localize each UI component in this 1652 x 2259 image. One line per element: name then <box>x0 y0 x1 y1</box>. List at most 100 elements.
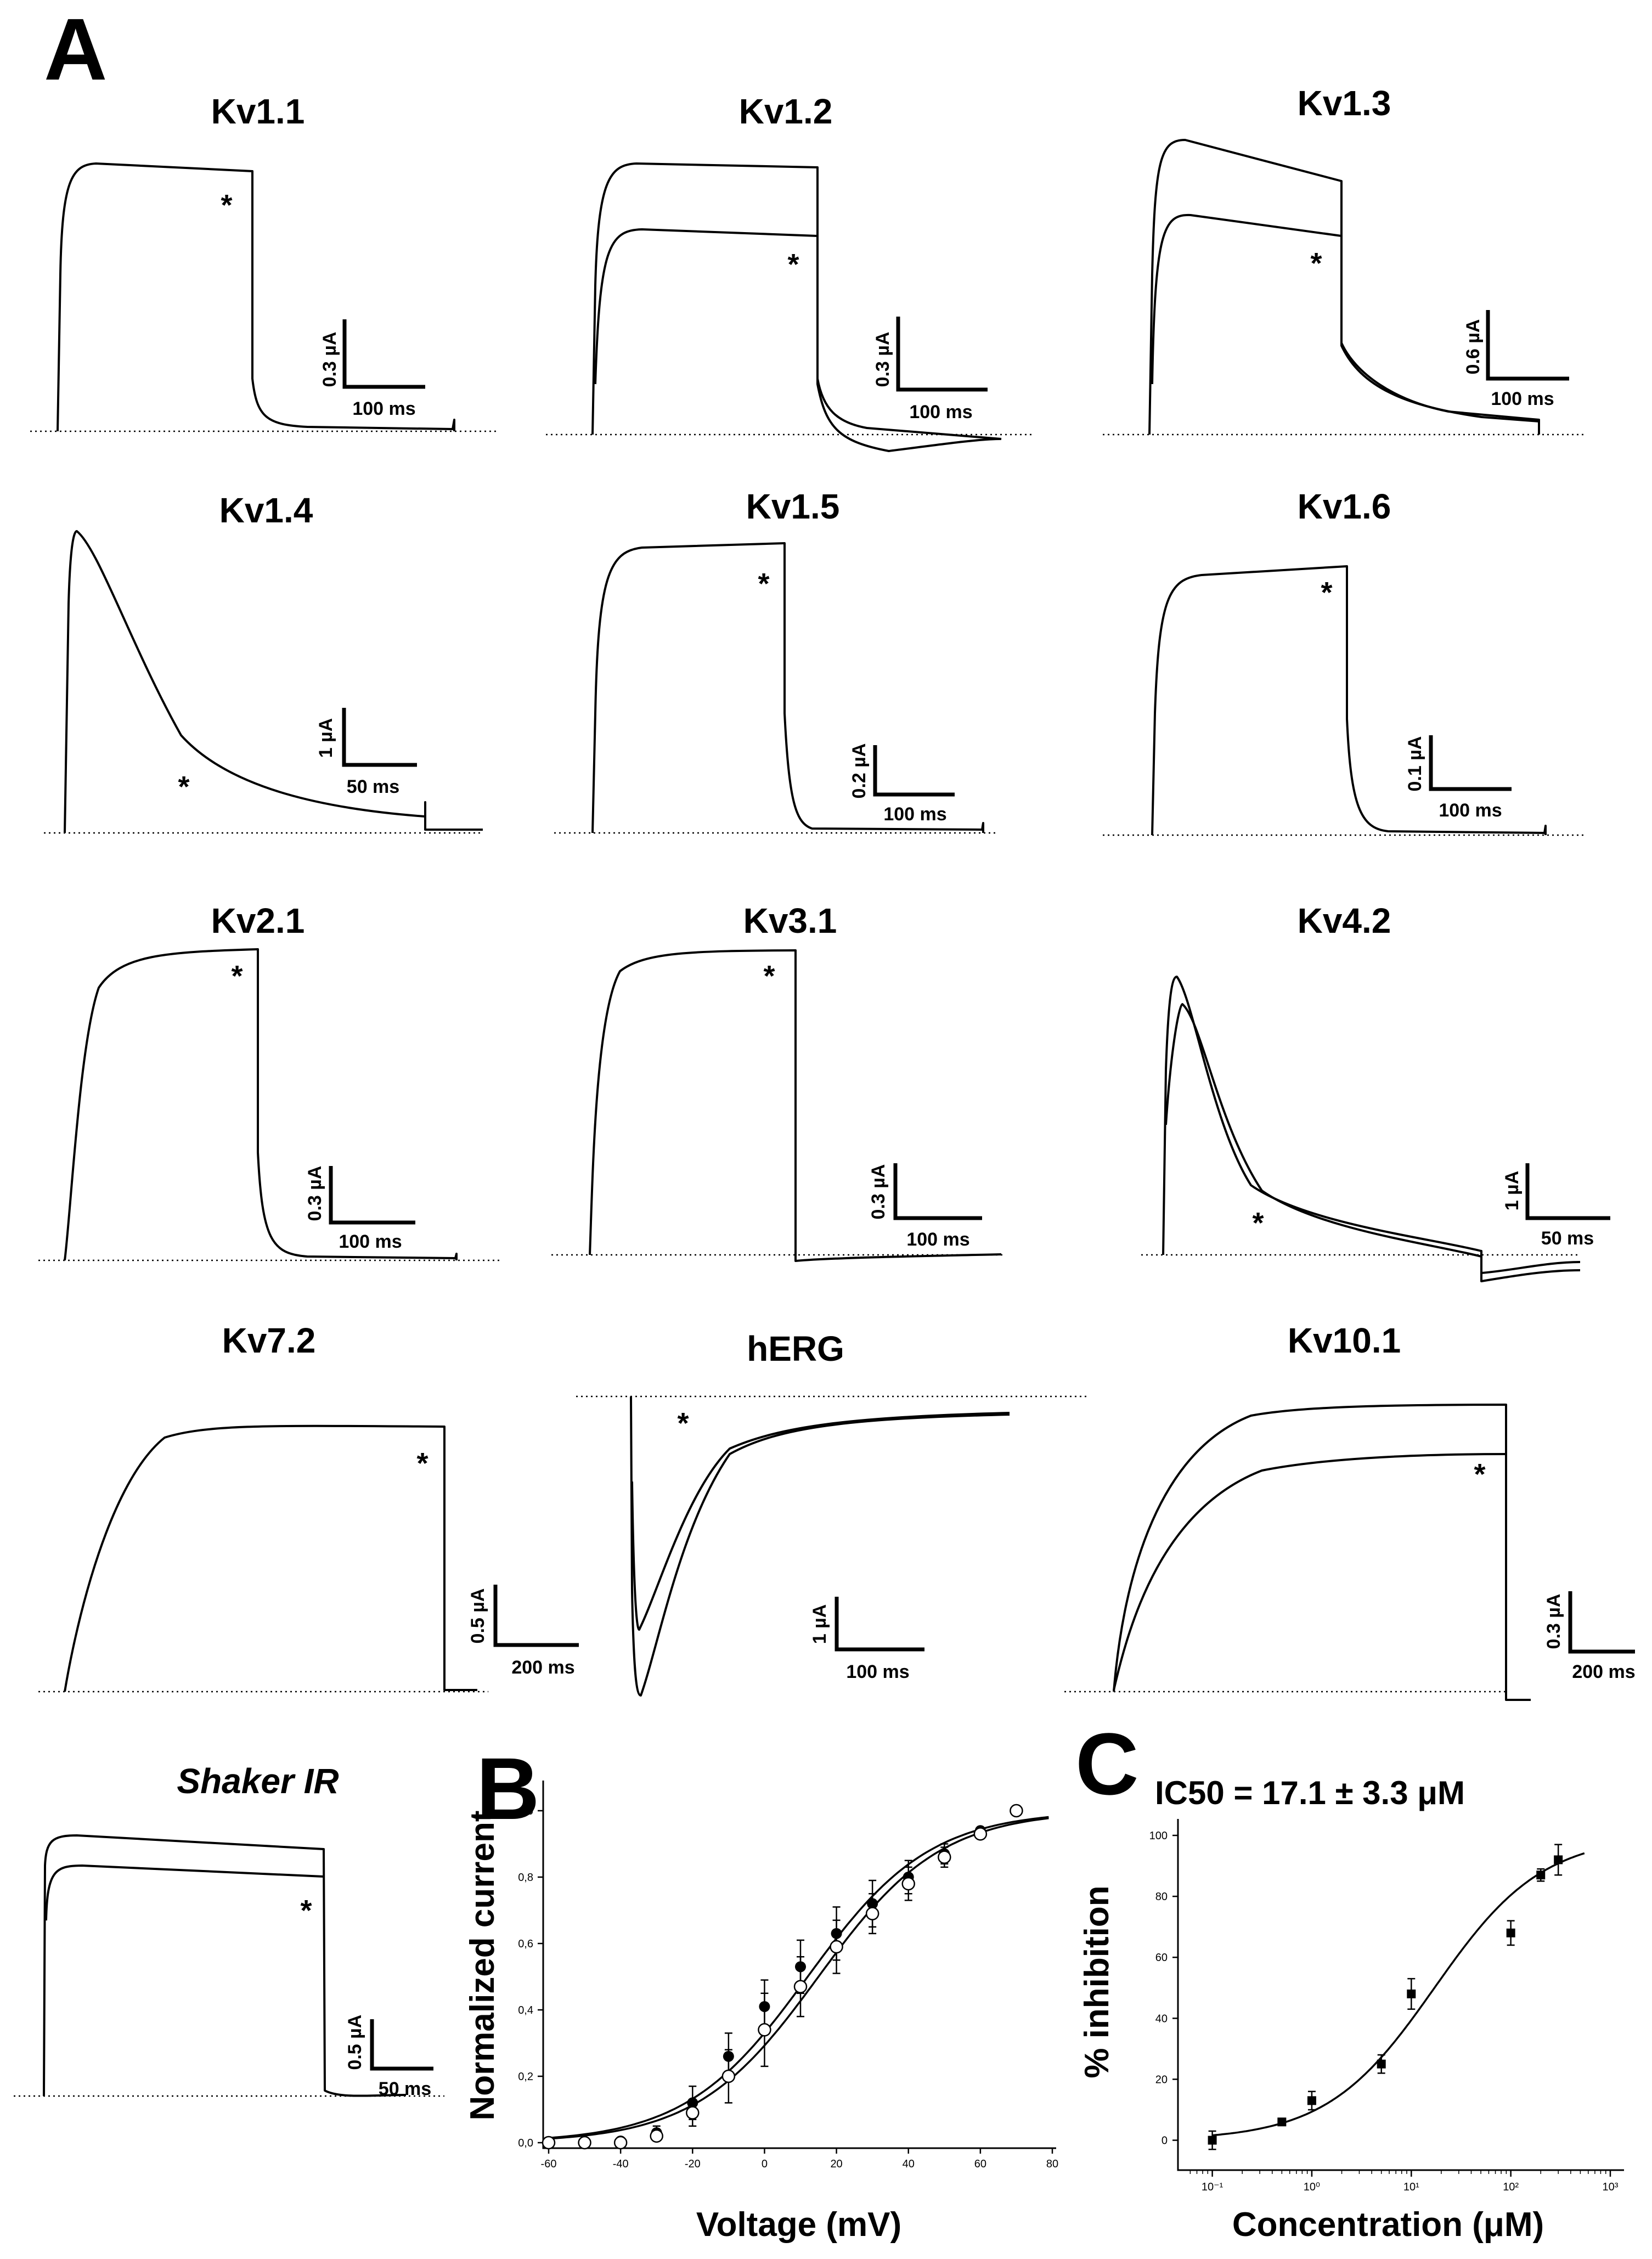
current-scale-label: 1 µA <box>809 1604 830 1644</box>
current-scale-label: 1 µA <box>1502 1171 1523 1211</box>
point-open-circle <box>721 2069 736 2083</box>
marker-asterisk: * <box>231 960 243 993</box>
x-tick-label: 0 <box>762 2158 768 2170</box>
chart-axes <box>1177 1819 1624 2171</box>
data-points <box>542 1804 1023 2150</box>
current-scale-label: 0.3 µA <box>1543 1594 1564 1649</box>
panel-c-dose-response: C IC50 = 17.1 ± 3.3 μM % inhibition Conc… <box>1075 1715 1624 2244</box>
axis-ticks: -60 -40 -20 0 20 40 60 80 0,0 0,2 0,4 0,6 0,8 1,0 <box>518 1805 1058 2170</box>
time-scale-label: 100 ms <box>883 804 946 825</box>
y-tick-label: 1,0 <box>518 1805 533 1817</box>
chart-axes <box>542 1781 1056 2149</box>
x-tick-label: -60 <box>541 2158 557 2170</box>
current-trace <box>64 530 483 833</box>
point-open-circle <box>973 1827 988 1841</box>
time-scale-label: 50 ms <box>347 776 399 797</box>
x-tick-label: 40 <box>903 2158 915 2170</box>
trace-title-kv1-3: Kv1.3 <box>1298 83 1391 123</box>
trace-herg: hERG * 1 µA 100 ms <box>576 1329 1086 1697</box>
marker-asterisk: * <box>221 189 232 222</box>
trace-kv10-1: Kv10.1 * 0.3 µA 200 ms <box>1064 1321 1636 1701</box>
point-open-circle <box>613 2136 628 2150</box>
marker-asterisk: * <box>300 1894 312 1927</box>
scale-bar <box>893 1163 982 1220</box>
current-scale-label: 0.6 µA <box>1463 319 1484 375</box>
time-scale-label: 100 ms <box>909 402 972 422</box>
trace-kv2-1: Kv2.1 * 0.3 µA 100 ms <box>38 901 499 1261</box>
current-scale-label: 0.3 µA <box>319 332 340 387</box>
current-scale-label: 0.3 µA <box>872 332 893 387</box>
data-points <box>1208 1844 1563 2150</box>
point-open-circle <box>830 1940 843 1954</box>
hill-fit <box>1212 1852 1585 2137</box>
marker-asterisk: * <box>416 1447 428 1480</box>
marker-asterisk: * <box>1310 247 1322 280</box>
point-open-circle <box>901 1877 915 1891</box>
panel-label-a: A <box>44 0 108 98</box>
y-tick-label: 0,8 <box>518 1872 533 1884</box>
time-scale-label: 100 ms <box>352 398 415 419</box>
point-open-circle <box>938 1850 951 1864</box>
y-axis-label: Normalized current <box>464 1810 501 2120</box>
current-scale-label: 0.2 µA <box>849 743 870 799</box>
trace-kv1-1: Kv1.1 * 0.3 µA 100 ms <box>30 92 499 432</box>
scale-bar <box>1525 1163 1610 1220</box>
scale-bar <box>493 1585 579 1647</box>
point-open-circle <box>686 2106 700 2120</box>
time-scale-label: 100 ms <box>846 1661 909 1682</box>
x-tick-label: 10² <box>1503 2181 1519 2193</box>
trace-title-kv1-2: Kv1.2 <box>739 92 833 131</box>
trace-title-kv1-4: Kv1.4 <box>219 491 313 530</box>
trace-title-kv4-2: Kv4.2 <box>1298 901 1391 940</box>
x-tick-label: 80 <box>1046 2158 1058 2170</box>
axis-ticks: 10⁻¹ 10⁰ 10¹ 10² 10³ 0 20 40 60 80 100 <box>1149 1830 1619 2193</box>
point-filled-square <box>1554 1855 1563 1864</box>
panel-label-b: B <box>476 1739 540 1838</box>
y-axis-label: % inhibition <box>1078 1885 1116 2078</box>
x-axis-label: Voltage (mV) <box>696 2206 901 2244</box>
current-trace <box>630 1396 1010 1697</box>
current-trace <box>591 542 984 833</box>
current-scale-label: 0.3 µA <box>305 1166 325 1221</box>
x-tick-label: 10⁰ <box>1304 2181 1320 2193</box>
scale-bar <box>370 2019 433 2071</box>
current-trace <box>43 1834 407 2097</box>
current-trace <box>57 162 455 432</box>
scale-bar <box>873 745 955 797</box>
fit-curve <box>548 1817 1049 2140</box>
trace-kv4-2: Kv4.2 * 1 µA 50 ms <box>1141 901 1610 1282</box>
point-filled-square <box>1377 2059 1386 2069</box>
trace-kv7-2: Kv7.2 * 0.5 µA 200 ms <box>38 1321 579 1693</box>
time-scale-label: 100 ms <box>1491 388 1554 409</box>
time-scale-label: 200 ms <box>1572 1661 1635 1682</box>
point-filled-square <box>1506 1928 1515 1937</box>
current-scale-label: 0.5 µA <box>467 1588 488 1644</box>
current-trace <box>64 948 458 1261</box>
marker-asterisk: * <box>178 770 189 803</box>
trace-title-kv7-2: Kv7.2 <box>222 1321 316 1360</box>
x-tick-label: 60 <box>974 2158 986 2170</box>
current-trace <box>594 228 1002 452</box>
marker-asterisk: * <box>677 1407 689 1440</box>
scale-bar <box>896 317 988 392</box>
current-trace <box>1113 1404 1531 1701</box>
y-tick-label: 40 <box>1155 2013 1168 2025</box>
point-open-circle <box>865 1907 879 1920</box>
trace-kv1-2: Kv1.2 * 0.3 µA 100 ms <box>546 92 1031 452</box>
marker-asterisk: * <box>787 248 799 281</box>
scale-bar <box>329 1166 415 1225</box>
point-open-circle <box>542 2136 556 2150</box>
scale-bar <box>1486 310 1569 381</box>
point-filled-square <box>1208 2136 1217 2145</box>
point-open-circle <box>650 2129 663 2143</box>
y-tick-label: 80 <box>1155 1891 1168 1903</box>
x-tick-label: 10³ <box>1603 2181 1619 2193</box>
x-tick-label: 20 <box>830 2158 842 2170</box>
current-trace <box>1113 1453 1507 1691</box>
x-tick-label: 10⁻¹ <box>1202 2181 1224 2193</box>
point-open-circle <box>758 2023 771 2037</box>
trace-kv3-1: Kv3.1 * 0.3 µA 100 ms <box>551 901 1004 1262</box>
current-trace <box>1165 1003 1581 1282</box>
trace-shaker-ir: Shaker IR * 0.5 µA 50 ms <box>14 1761 444 2099</box>
current-trace <box>1151 565 1547 836</box>
